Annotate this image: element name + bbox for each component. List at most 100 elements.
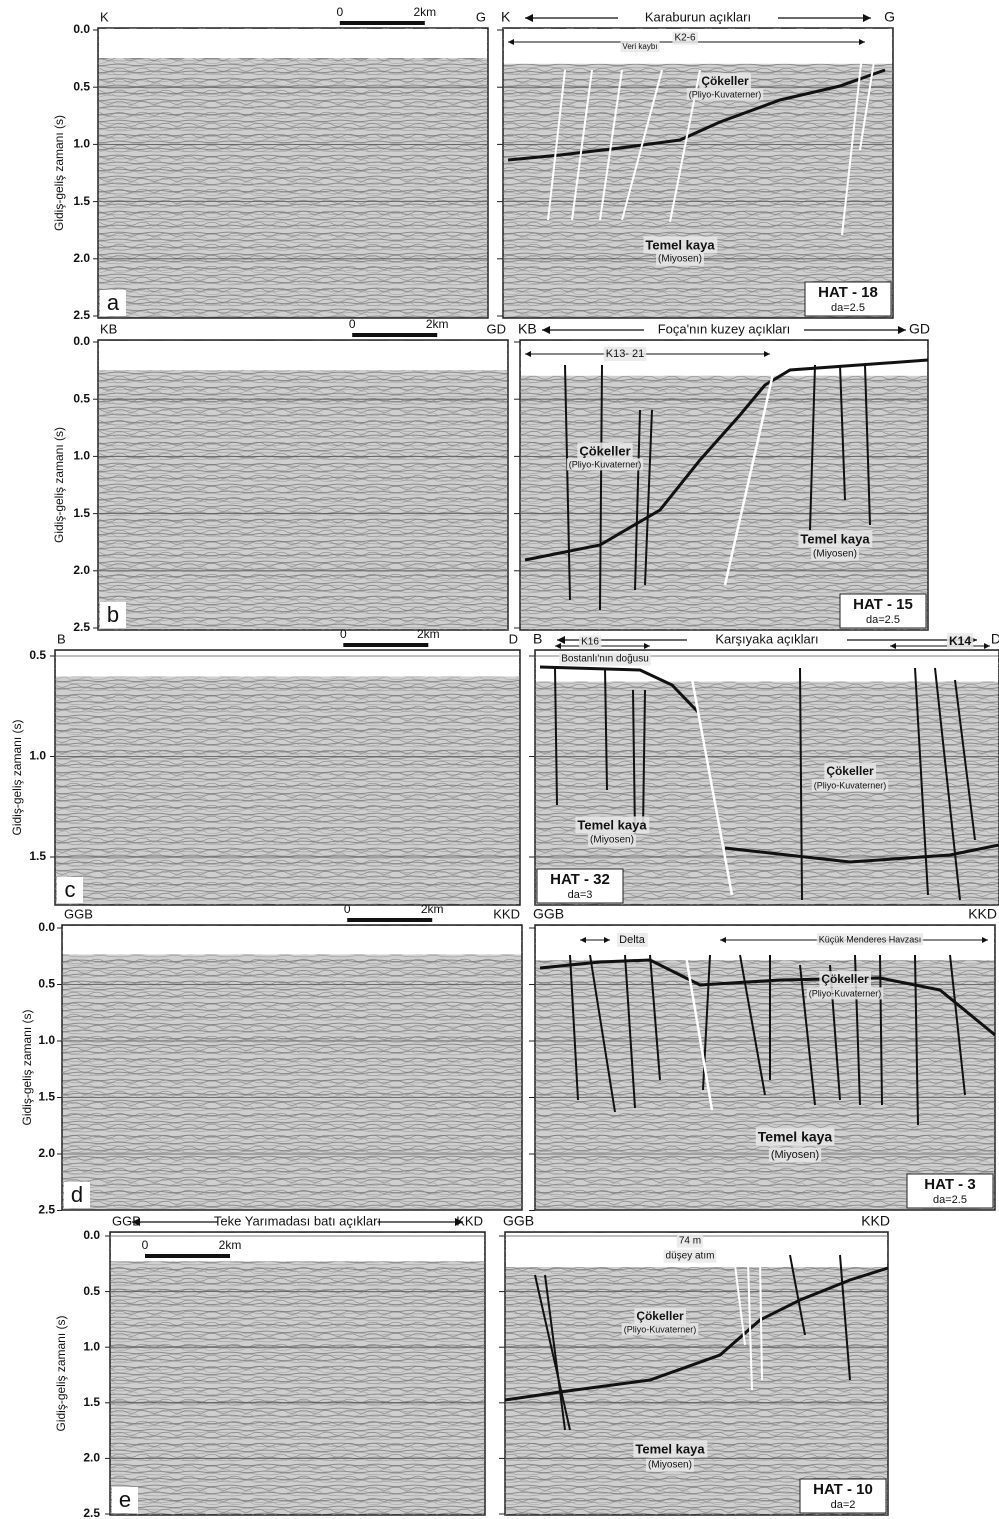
horizon-fault [624, 954, 636, 1109]
scale-label: 0 [344, 902, 351, 916]
label-bg [646, 1458, 694, 1472]
y-tick-label: 2.5 [83, 1506, 100, 1519]
label-bg [663, 1249, 717, 1263]
horizon-fault [724, 843, 999, 864]
panel-letter-box [112, 1487, 138, 1513]
annotation: Temel kaya [577, 817, 647, 832]
annotation: (Pliyo-Kuvaterner) [809, 988, 882, 998]
line-end-label: G [884, 9, 895, 25]
line-end-label: KKD [861, 1213, 890, 1229]
panel-letter: c [65, 877, 76, 902]
horizon-fault [864, 364, 871, 526]
region-label: Teke Yarımadası batı açıkları [214, 1213, 381, 1228]
horizon-fault [539, 958, 996, 1037]
horizon-fault [644, 409, 653, 586]
annotation: (Miyosen) [658, 254, 702, 265]
annotation: Çökeller [636, 1309, 684, 1323]
line-end-label: KB [100, 321, 117, 336]
label-bg [687, 632, 847, 648]
annotation: Bostanlı'nın doğusu [561, 654, 649, 665]
line-end-label: GD [909, 321, 930, 337]
annotation: Çökeller [701, 74, 749, 88]
label-bg [672, 31, 698, 45]
y-tick-label: 2.0 [38, 1146, 55, 1160]
panel-letter-box [100, 290, 126, 316]
seismic-texture [535, 925, 995, 1210]
annotation: Temel kaya [800, 531, 870, 546]
seismic-texture [98, 28, 488, 318]
y-tick-label: 0.5 [83, 1284, 100, 1298]
label-bg [603, 346, 647, 361]
label-bg [633, 1440, 708, 1458]
label-bg [566, 458, 644, 471]
line-end-label: KKD [493, 906, 520, 921]
line-end-label: GGB [112, 1213, 141, 1228]
y-axis-label: Gidiş-geliş zamanı (s) [52, 115, 66, 231]
scale-bar [347, 918, 433, 922]
horizon-fault [642, 689, 646, 831]
y-tick-label: 0.0 [73, 22, 90, 36]
scale-bar [343, 643, 429, 647]
horizon-fault [544, 1274, 566, 1431]
annotation: K13- 21 [606, 348, 645, 360]
annotation: Çökeller [579, 443, 630, 458]
label-bg [559, 652, 651, 666]
horizon-fault [839, 364, 846, 501]
y-tick-label: 1.5 [29, 849, 46, 863]
da-label: da=2 [831, 1499, 856, 1511]
label-bg [634, 1308, 687, 1325]
seismic-texture [520, 340, 928, 630]
seismic-texture [505, 1232, 888, 1515]
annotation: (Pliyo-Kuvaterner) [689, 89, 762, 99]
y-tick-label: 2.5 [73, 308, 90, 322]
line-end-label: B [57, 631, 66, 646]
line-end-label: G [476, 9, 486, 24]
scale-label: 0 [142, 1238, 149, 1252]
y-tick-label: 1.0 [73, 137, 90, 151]
label-bg [575, 816, 650, 834]
y-tick-label: 1.5 [73, 194, 90, 208]
scale-label: 0 [349, 317, 356, 331]
y-tick-label: 1.0 [73, 449, 90, 463]
y-axis-label: Gidiş-geliş zamanı (s) [10, 719, 24, 835]
water-column [521, 341, 927, 376]
y-tick-label: 1.5 [83, 1395, 100, 1409]
da-label: da=2.5 [866, 614, 900, 626]
panel-letter: a [107, 290, 120, 315]
annotation: Temel kaya [635, 1441, 705, 1456]
y-axis-label: Gidiş-geliş zamanı (s) [20, 1009, 34, 1125]
seismic-texture [62, 925, 522, 1210]
line-end-label: GGB [503, 1213, 534, 1229]
annotation: düşey atım [666, 1251, 715, 1262]
horizon-fault [934, 667, 961, 901]
label-bg [755, 1127, 835, 1146]
fault-white [859, 54, 876, 151]
y-tick-label: 0.5 [73, 79, 90, 93]
line-end-label: K [501, 9, 511, 25]
horizon-fault [604, 667, 608, 791]
scale-label: 2km [421, 902, 444, 916]
annotation: (Miyosen) [590, 835, 634, 846]
line-end-label: K [100, 9, 109, 24]
label-bg [699, 73, 752, 90]
horizon-fault [739, 954, 766, 1096]
horizon-fault [534, 1274, 571, 1431]
line-end-label: GD [487, 321, 507, 336]
horizon-fault [954, 679, 976, 841]
region-label: Karaburun açıkları [645, 9, 751, 24]
annotation: Çökeller [821, 972, 869, 986]
y-axis-label: Gidiş-geliş zamanı (s) [54, 1315, 68, 1431]
horizon-fault [507, 68, 886, 162]
horizon-fault [554, 667, 558, 806]
y-tick-label: 0.0 [83, 1228, 100, 1242]
scale-label: 0 [336, 5, 343, 19]
water-column [56, 651, 519, 677]
horizon-fault [599, 364, 603, 611]
label-bg [946, 633, 974, 650]
y-tick-label: 0.5 [73, 391, 90, 405]
fault-white [621, 69, 663, 221]
panel-letter-box [57, 877, 83, 903]
y-tick-label: 0.5 [38, 977, 55, 991]
label-bg [577, 442, 633, 460]
